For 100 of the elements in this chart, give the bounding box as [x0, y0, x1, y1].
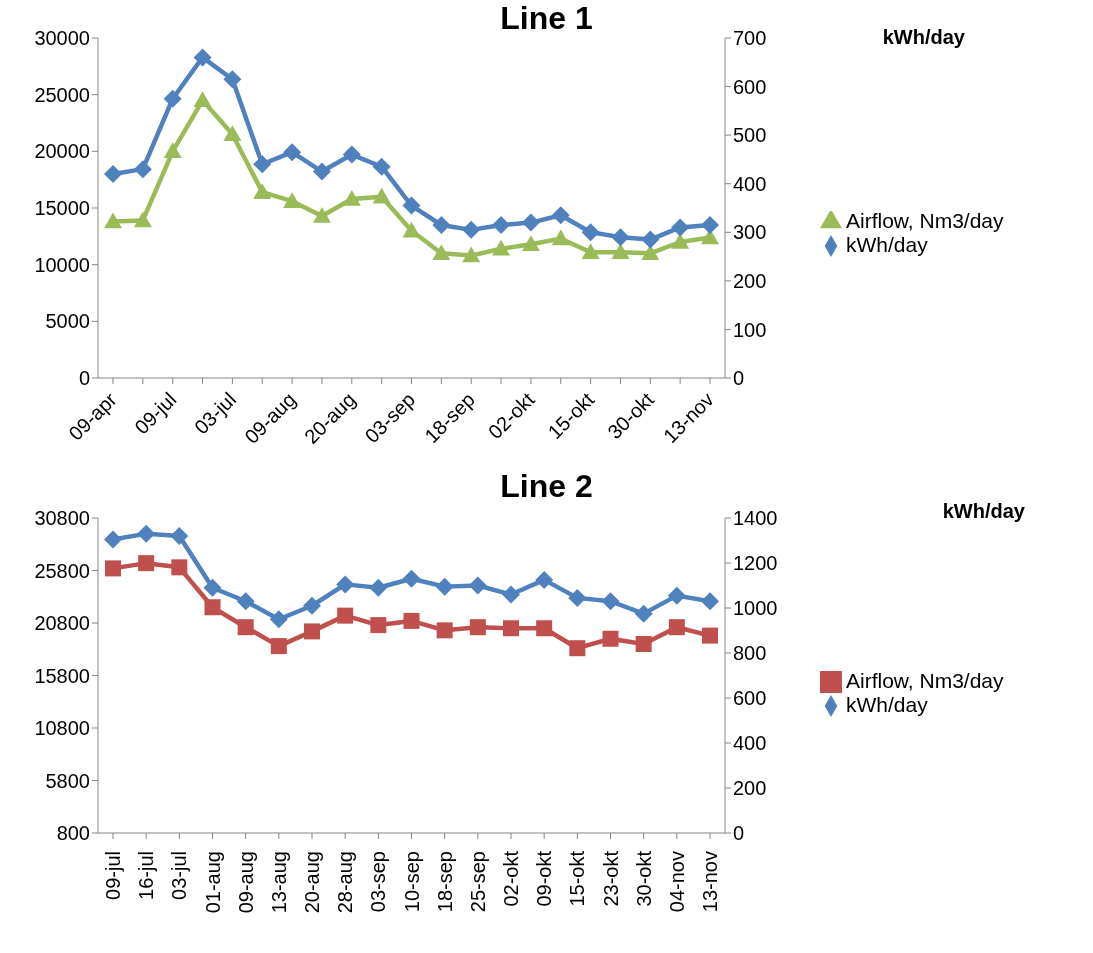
y-tick-label: 30800	[34, 507, 90, 530]
x-tick-label: 09-jul	[102, 851, 124, 900]
point	[462, 246, 481, 263]
point	[469, 619, 486, 636]
point	[270, 638, 287, 655]
y-tick-label: 10000	[34, 253, 90, 276]
point	[432, 244, 451, 261]
point	[569, 640, 586, 657]
point	[104, 212, 122, 229]
point	[611, 228, 630, 247]
point	[223, 125, 242, 142]
point	[104, 165, 122, 183]
point	[342, 189, 361, 206]
point	[342, 145, 361, 164]
point	[312, 206, 331, 223]
point	[502, 585, 520, 604]
y-tick-label: 25000	[34, 83, 90, 106]
point	[203, 578, 222, 597]
point	[402, 221, 421, 238]
x-tick-label: 10-sep	[400, 851, 423, 913]
point	[253, 155, 272, 174]
chart-title: Line 1	[500, 0, 593, 36]
point	[269, 610, 288, 629]
point	[402, 196, 421, 215]
point	[370, 617, 387, 634]
y2-axis-title: kWh/day	[882, 26, 965, 49]
x-tick-label: 30-okt	[632, 850, 655, 907]
legend-label: Airflow, Nm3/day	[846, 208, 1004, 232]
point	[337, 607, 354, 624]
point	[304, 623, 320, 640]
point	[236, 592, 255, 611]
point	[372, 187, 391, 204]
x-tick-label: 01-aug	[201, 851, 224, 914]
point	[204, 599, 221, 616]
y-tick-label: 15800	[34, 664, 90, 687]
point	[602, 630, 619, 647]
y2-axis-title: kWh/day	[942, 500, 1025, 523]
point	[634, 604, 653, 623]
point	[283, 143, 302, 162]
x-tick-label: 18-sep	[433, 851, 456, 913]
y2-tick-label: 200	[733, 269, 767, 292]
x-tick-label: 09-aug	[234, 851, 257, 914]
point	[171, 559, 188, 576]
x-tick-label: 28-aug	[334, 851, 357, 914]
y2-tick-label: 1400	[733, 507, 778, 530]
x-tick-label: 13-aug	[267, 851, 290, 914]
y2-tick-label: 100	[733, 318, 767, 341]
point	[671, 233, 690, 249]
y2-tick-label: 600	[733, 687, 767, 710]
point	[336, 575, 355, 594]
point	[170, 527, 189, 545]
y-tick-label: 20800	[34, 612, 90, 635]
point	[402, 569, 421, 588]
point	[193, 91, 212, 108]
point	[436, 622, 453, 639]
y2-tick-label: 200	[733, 777, 767, 800]
point	[253, 183, 272, 199]
point	[468, 576, 487, 595]
point	[223, 70, 242, 89]
point	[551, 206, 570, 225]
y2-tick-label: 0	[733, 367, 745, 390]
point	[462, 220, 481, 239]
x-tick-label: 09-okt	[533, 850, 556, 907]
y-tick-label: 15000	[34, 197, 90, 220]
point	[702, 627, 718, 644]
point	[432, 216, 451, 234]
point	[492, 239, 511, 256]
point	[641, 230, 660, 249]
point	[611, 243, 630, 259]
point	[503, 620, 519, 637]
x-tick-label: 02-okt	[500, 850, 522, 907]
point	[137, 524, 156, 543]
y-tick-label: 25800	[34, 559, 90, 582]
y-tick-label: 0	[78, 367, 90, 390]
y2-tick-label: 800	[733, 642, 767, 665]
point	[492, 216, 511, 234]
y-tick-label: 800	[56, 822, 90, 845]
point	[163, 142, 182, 159]
x-tick-label: 16-jul	[135, 851, 158, 900]
legend-label: Airflow, Nm3/day	[846, 668, 1004, 692]
point	[138, 555, 155, 572]
x-tick-label: 13-nov	[699, 851, 721, 913]
y2-tick-label: 400	[733, 172, 767, 195]
point	[535, 570, 554, 589]
point	[435, 577, 454, 596]
y2-tick-label: 1000	[733, 597, 778, 620]
point	[568, 588, 587, 607]
point	[551, 229, 570, 246]
x-tick-label: 04-nov	[665, 851, 688, 913]
point	[163, 89, 182, 108]
y-tick-label: 20000	[34, 140, 90, 163]
x-tick-label: 23-okt	[599, 850, 622, 907]
y-tick-label: 5800	[45, 769, 90, 792]
point	[671, 218, 690, 237]
point	[193, 48, 212, 67]
y2-tick-label: 700	[733, 27, 767, 50]
y2-tick-label: 600	[733, 75, 767, 98]
point	[581, 243, 600, 259]
point	[303, 596, 321, 615]
y2-tick-label: 300	[733, 221, 767, 244]
